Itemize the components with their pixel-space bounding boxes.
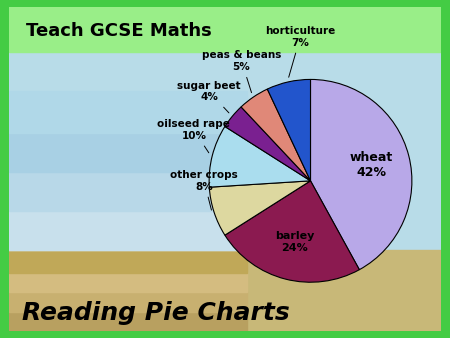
Wedge shape [241, 89, 310, 181]
Wedge shape [310, 79, 412, 270]
Wedge shape [225, 107, 310, 181]
Text: wheat
42%: wheat 42% [350, 151, 393, 179]
Text: barley
24%: barley 24% [275, 231, 315, 252]
Bar [9, 208, 247, 250]
Text: Reading Pie Charts: Reading Pie Charts [22, 301, 290, 325]
Wedge shape [267, 79, 310, 181]
Bar [9, 310, 247, 331]
Wedge shape [225, 181, 360, 282]
Text: sugar beet
4%: sugar beet 4% [177, 81, 241, 113]
Bar [9, 130, 247, 172]
Bar [9, 252, 247, 273]
Bar [9, 7, 441, 52]
Text: peas & beans
5%: peas & beans 5% [202, 50, 281, 93]
Bar [9, 271, 247, 292]
Text: other crops
8%: other crops 8% [170, 170, 238, 210]
Bar [9, 250, 441, 331]
Bar [9, 169, 247, 211]
Text: Teach GCSE Maths: Teach GCSE Maths [26, 22, 212, 40]
Wedge shape [209, 126, 310, 187]
Wedge shape [209, 181, 310, 235]
Text: horticulture
7%: horticulture 7% [265, 26, 336, 77]
Bar [9, 7, 441, 289]
Bar [9, 291, 247, 312]
Bar [9, 91, 247, 133]
Text: oilseed rape
10%: oilseed rape 10% [158, 119, 230, 153]
